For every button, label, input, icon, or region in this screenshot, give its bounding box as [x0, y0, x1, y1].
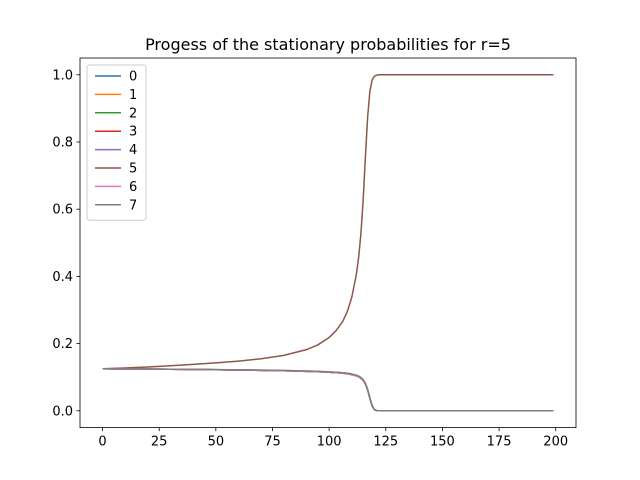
- x-tick-label: 200: [543, 435, 568, 450]
- legend-entry-6: 6: [95, 180, 137, 195]
- x-tick-label: 150: [430, 435, 455, 450]
- legend-box: [86, 64, 147, 221]
- legend-label: 4: [129, 143, 137, 158]
- x-axis: 0 25 50 75 100 125 150 175 200: [98, 427, 568, 450]
- legend-entry-3: 3: [95, 125, 137, 140]
- plot-frame: [79, 57, 577, 429]
- y-tick-label: 0.2: [52, 337, 73, 352]
- y-tick-label: 0.4: [52, 270, 73, 285]
- y-tick-label: 0.6: [52, 203, 73, 218]
- legend-entry-0: 0: [95, 70, 137, 85]
- legend-label: 6: [129, 180, 137, 195]
- legend-label: 0: [129, 70, 137, 85]
- legend-entry-1: 1: [95, 88, 137, 103]
- legend-label: 3: [129, 125, 137, 140]
- x-tick-label: 0: [98, 435, 106, 450]
- y-tick-label: 0.8: [52, 136, 73, 151]
- series-line-5: [102, 74, 554, 370]
- legend: 0 1 2 3 4 5 6 7: [86, 64, 147, 221]
- x-tick-label: 100: [317, 435, 342, 450]
- legend-label: 7: [129, 198, 137, 213]
- chart-title: Progess of the stationary probabilities …: [145, 35, 511, 54]
- x-tick-label: 75: [264, 435, 281, 450]
- legend-label: 1: [129, 88, 137, 103]
- legend-entry-7: 7: [95, 198, 137, 213]
- x-tick-label: 50: [208, 435, 225, 450]
- legend-entry-2: 2: [95, 106, 137, 121]
- y-axis: 0.0 0.2 0.4 0.6 0.8 1.0: [52, 68, 80, 419]
- legend-entry-4: 4: [95, 143, 137, 158]
- series-layer: [102, 74, 554, 412]
- y-tick-label: 1.0: [52, 68, 73, 83]
- x-tick-label: 125: [373, 435, 398, 450]
- x-tick-label: 175: [487, 435, 512, 450]
- series-line-7: [102, 368, 554, 412]
- x-tick-label: 25: [151, 435, 168, 450]
- legend-label: 5: [129, 162, 137, 177]
- y-tick-label: 0.0: [52, 404, 73, 419]
- legend-entry-5: 5: [95, 162, 137, 177]
- legend-label: 2: [129, 106, 137, 121]
